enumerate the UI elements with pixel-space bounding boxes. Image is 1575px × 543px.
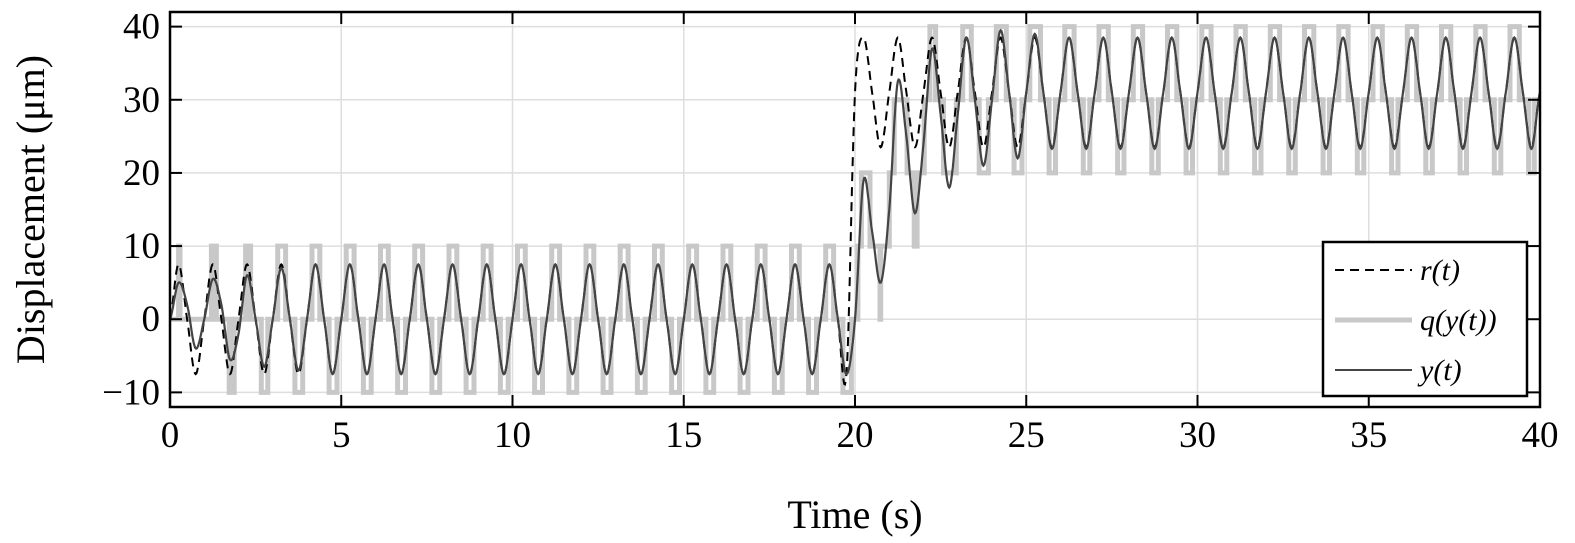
- x-tick-label: 10: [494, 415, 531, 456]
- legend-label-r: r(t): [1420, 254, 1460, 287]
- y-tick-label: 40: [123, 7, 160, 48]
- x-tick-label: 30: [1179, 415, 1216, 456]
- y-tick-label: 20: [123, 153, 160, 194]
- series-layer: [168, 24, 1542, 395]
- x-tick-label: 0: [161, 415, 180, 456]
- x-tick-label: 5: [332, 415, 351, 456]
- x-axis-label: Time (s): [787, 492, 922, 537]
- legend-label-y: y(t): [1417, 354, 1462, 387]
- y-tick-label: 30: [123, 80, 160, 121]
- series-q-line: [170, 24, 1540, 395]
- x-tick-label: 35: [1350, 415, 1387, 456]
- x-tick-label: 20: [837, 415, 874, 456]
- x-tick-label: 40: [1522, 415, 1559, 456]
- legend: r(t) q(y(t)) y(t): [1321, 240, 1529, 398]
- y-tick-label: 0: [142, 299, 161, 340]
- legend-label-q: q(y(t)): [1420, 304, 1497, 337]
- series-y-line: [168, 28, 1542, 376]
- y-tick-label: 10: [123, 226, 160, 267]
- x-tick-label: 25: [1008, 415, 1045, 456]
- y-tick-label: −10: [102, 372, 160, 413]
- y-axis-label: Displacement (μm): [8, 55, 53, 364]
- x-tick-label: 15: [665, 415, 702, 456]
